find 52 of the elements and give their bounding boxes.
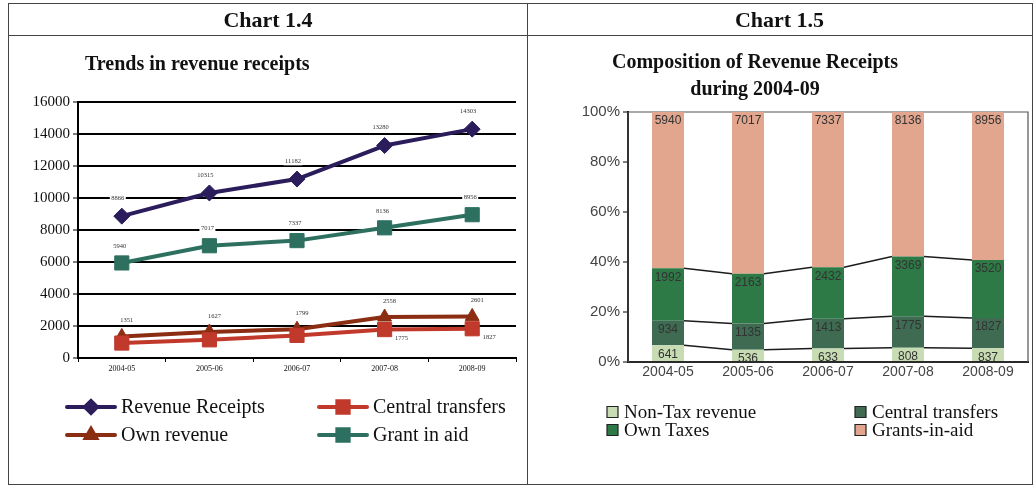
annotation: 5940 bbox=[654, 113, 682, 128]
legend-label: Own revenue bbox=[121, 423, 229, 446]
annotation: 1827 bbox=[974, 319, 1002, 334]
y-tick-label: 4000 bbox=[40, 284, 70, 301]
caption: Chart 1.5 bbox=[527, 4, 1032, 36]
y-tick-label: 10000 bbox=[32, 188, 70, 205]
annotation: 8136 bbox=[894, 113, 922, 128]
y-tick-label: 2000 bbox=[40, 316, 70, 333]
y-tick-label: 60% bbox=[589, 202, 620, 220]
annotation: 1135 bbox=[735, 324, 762, 339]
x-tick-label: 2004-05 bbox=[108, 363, 136, 373]
y-tick-label: 8000 bbox=[40, 220, 70, 237]
x-tick-label: 2007-08 bbox=[371, 363, 398, 373]
annotation: 808 bbox=[897, 349, 919, 364]
x-tick-label: 2005-06 bbox=[722, 363, 774, 380]
x-tick-label: 2008-09 bbox=[458, 363, 486, 373]
y-tick-label: 16000 bbox=[32, 92, 70, 109]
y-tick-label: 80% bbox=[589, 152, 620, 170]
annotation: 934 bbox=[657, 322, 679, 337]
y-tick-label: 6000 bbox=[40, 252, 70, 269]
chart-title: Trends in revenue receipts bbox=[85, 51, 311, 77]
y-tick-label: 100% bbox=[581, 102, 620, 120]
annotation: 2432 bbox=[814, 268, 842, 283]
legend-label: Central transfers bbox=[373, 395, 506, 418]
y-tick-label: 0 bbox=[62, 348, 70, 365]
x-tick-label: 2006-07 bbox=[283, 363, 311, 373]
annotation: 7337 bbox=[814, 113, 842, 128]
annotation: 1413 bbox=[814, 320, 842, 335]
x-tick-label: 2005-06 bbox=[196, 363, 223, 373]
caption: Chart 1.4 bbox=[9, 4, 527, 36]
x-tick-label: 2006-07 bbox=[802, 363, 854, 380]
annotation: 8956 bbox=[974, 113, 1002, 128]
annotation: 633 bbox=[817, 349, 839, 364]
x-tick-label: 2008-09 bbox=[962, 363, 1014, 380]
y-tick-label: 20% bbox=[589, 302, 620, 320]
y-tick-label: 12000 bbox=[32, 156, 70, 173]
annotation: 7017 bbox=[734, 113, 762, 128]
x-tick-label: 2007-08 bbox=[882, 363, 934, 380]
annotation: 837 bbox=[977, 349, 999, 364]
legend-label: Revenue Receipts bbox=[121, 395, 266, 419]
y-tick-label: 0% bbox=[598, 352, 620, 370]
annotation: 641 bbox=[657, 346, 679, 361]
chart-title: Composition of Revenue Receipts during 2004-09 bbox=[610, 49, 900, 102]
annotation: 3520 bbox=[974, 261, 1002, 276]
y-tick-label: 14000 bbox=[32, 124, 70, 141]
annotation: 2163 bbox=[734, 275, 762, 290]
annotation: 3369 bbox=[894, 257, 922, 272]
annotation: 1992 bbox=[654, 269, 682, 284]
legend-label: Grant in aid bbox=[373, 423, 469, 446]
annotation: 1775 bbox=[894, 317, 922, 332]
y-tick-label: 40% bbox=[589, 252, 620, 270]
x-tick-label: 2004-05 bbox=[642, 363, 694, 380]
